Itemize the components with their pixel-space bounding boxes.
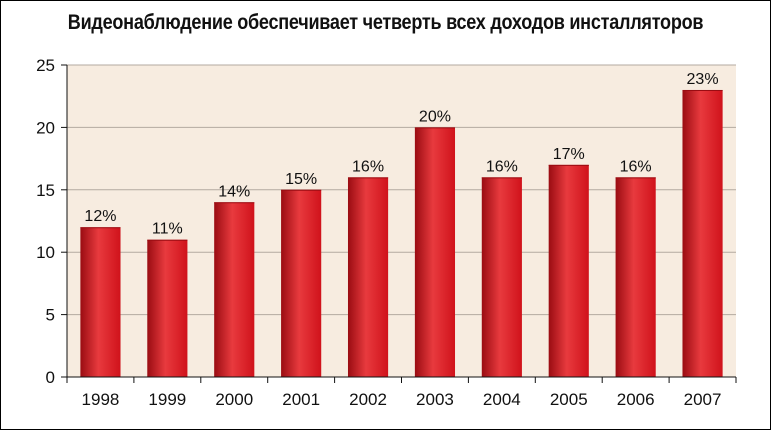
y-tick-label: 5	[46, 306, 55, 325]
data-label-2006: 16%	[620, 158, 652, 175]
x-tick-label-2007: 2007	[684, 390, 722, 409]
bar-2005	[548, 164, 589, 377]
data-label-1999: 11%	[152, 221, 183, 238]
data-label-2000: 14%	[218, 183, 250, 200]
x-tick-label-1998: 1998	[82, 390, 120, 409]
bar-2000	[214, 202, 255, 377]
x-tick-label-1999: 1999	[148, 390, 186, 409]
y-tick-label: 10	[36, 243, 55, 262]
axes: 0 5 10 15 20 25 1998 1999 2000 2001 2002 2003 2004 20…	[36, 56, 737, 409]
bar-2004	[481, 177, 522, 377]
x-tick-label-2002: 2002	[349, 390, 387, 409]
bar-1999	[147, 239, 188, 377]
x-tick-label-2006: 2006	[617, 390, 655, 409]
data-label-2007: 23%	[687, 71, 719, 88]
bar-2001	[281, 189, 322, 377]
bar-2006	[615, 177, 656, 377]
bar-2002	[347, 177, 389, 377]
x-tick-label-2001: 2001	[282, 390, 320, 409]
x-tick-label-2003: 2003	[416, 390, 454, 409]
data-label-2004: 16%	[486, 158, 518, 175]
x-tick-label-2000: 2000	[215, 390, 253, 409]
y-tick-label: 15	[36, 181, 55, 200]
bar-2003	[414, 127, 456, 378]
y-tick-label: 20	[36, 118, 55, 137]
x-tick-label-2005: 2005	[550, 390, 588, 409]
bars	[80, 89, 723, 378]
y-tick-label: 25	[36, 56, 55, 75]
data-label-2003: 20%	[419, 108, 451, 125]
data-labels: 12% 11% 14% 15% 16% 20% 16% 17% 16% 23%	[84, 71, 718, 238]
data-label-2005: 17%	[553, 146, 585, 163]
y-tick-label: 0	[46, 368, 55, 387]
data-label-1998: 12%	[84, 208, 116, 225]
x-tick-label-2004: 2004	[483, 390, 521, 409]
bar-2007	[682, 89, 723, 378]
data-label-2002: 16%	[352, 158, 384, 175]
data-label-2001: 15%	[285, 171, 317, 188]
bar-1998	[80, 227, 121, 377]
chart-title: Видеонаблюдение обеспечивает четверть вс…	[67, 11, 704, 34]
